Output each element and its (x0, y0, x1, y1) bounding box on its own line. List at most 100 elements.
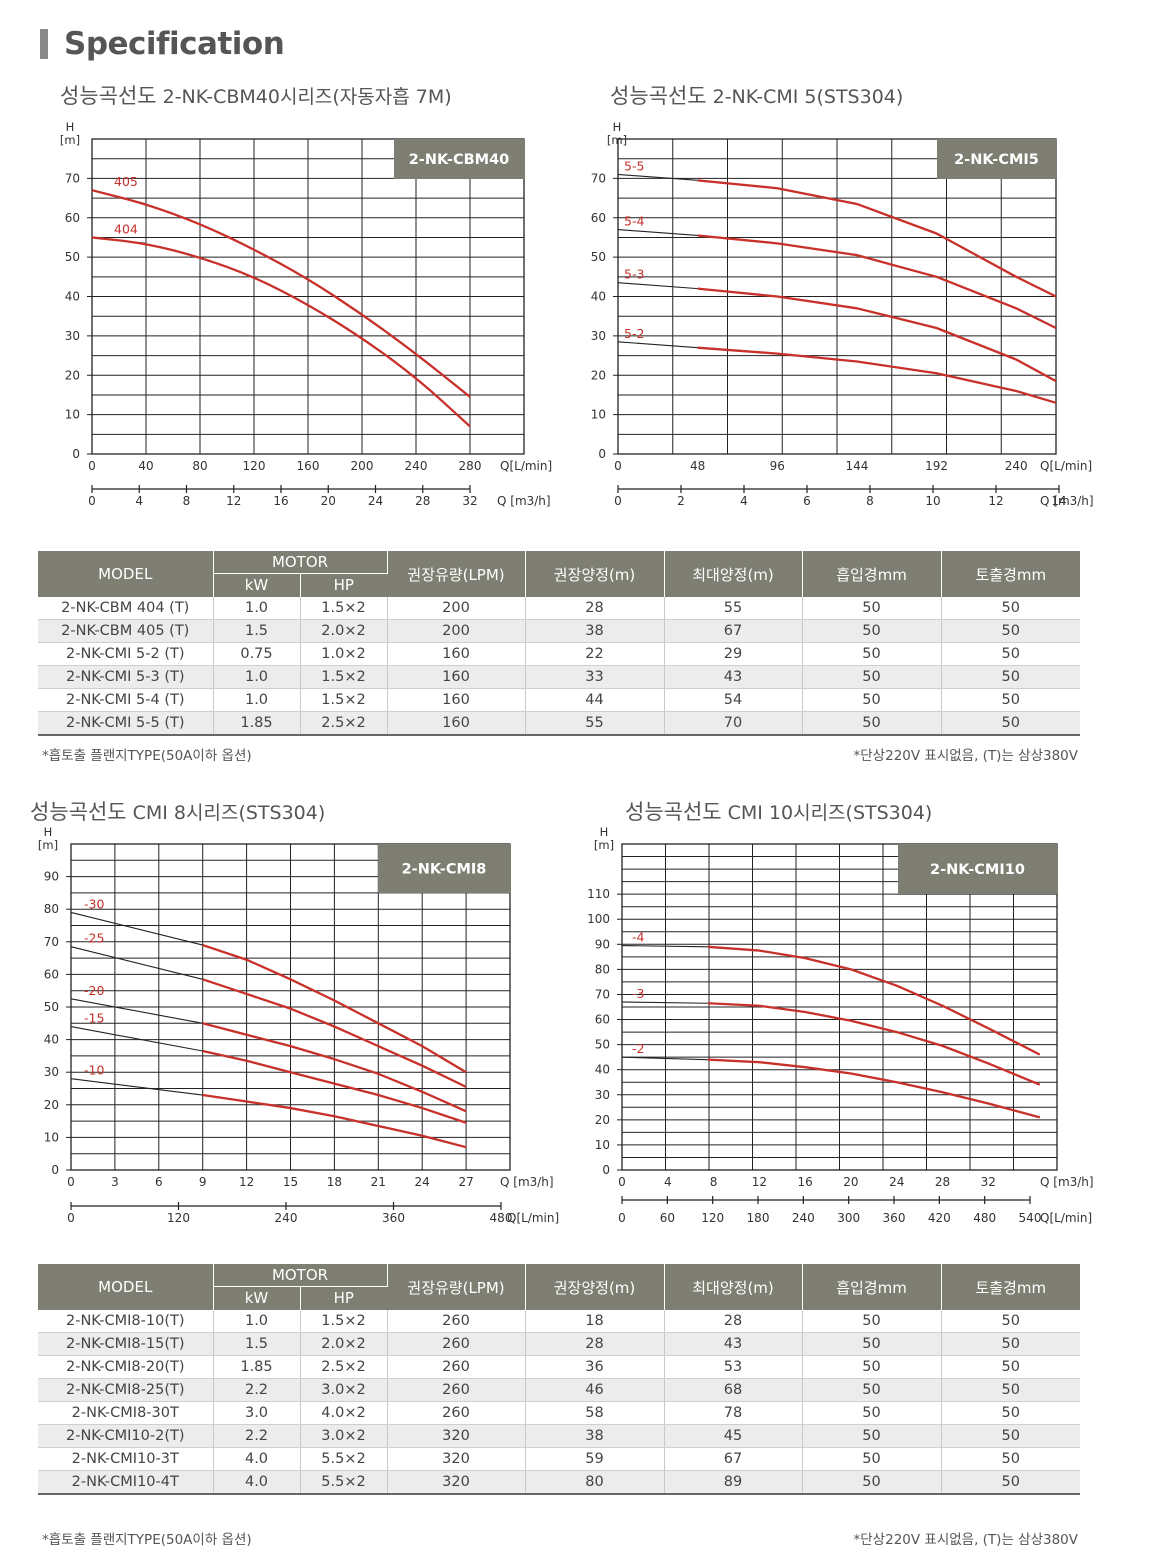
y-tick-label: 90 (44, 870, 59, 884)
x-tick-label: 160 (297, 459, 320, 473)
x2-tick-label: 360 (382, 1211, 405, 1225)
value-cell: 28 (525, 597, 665, 620)
value-cell: 260 (387, 1332, 526, 1356)
col-motor: MOTOR (213, 551, 388, 573)
value-cell: 0.75 (213, 642, 301, 666)
x2-tick-label: 12 (988, 494, 1003, 508)
series-line (697, 234, 1057, 330)
value-cell: 80 (525, 1470, 665, 1495)
value-cell: 1.0×2 (300, 642, 388, 666)
series-label: -3 (632, 986, 644, 1001)
value-cell: 260 (387, 1310, 526, 1333)
value-cell: 320 (387, 1447, 526, 1471)
model-cell: 2-NK-CMI10-3T (38, 1447, 214, 1471)
x2-tick-label: 24 (368, 494, 383, 508)
y-tick-label: 70 (65, 171, 80, 185)
series-line (202, 978, 467, 1088)
x-tick-label: 192 (925, 459, 948, 473)
x2-tick-label: 540 (1019, 1211, 1042, 1225)
value-cell: 33 (525, 665, 665, 689)
value-cell: 1.0 (213, 597, 301, 620)
x-tick-label: 12 (752, 1175, 767, 1189)
value-cell: 50 (802, 1378, 942, 1402)
col-motor: MOTOR (213, 1264, 388, 1286)
series-line (707, 1058, 1041, 1119)
table-row: 2-NK-CMI 5-5 (T) 1.85 2.5×2 160 55 70 50 50 (38, 711, 1081, 736)
value-cell: 4.0 (213, 1447, 301, 1471)
y-tick-label: 80 (595, 962, 610, 976)
value-cell: 1.0 (213, 688, 301, 712)
value-cell: 160 (387, 711, 526, 736)
x2-tick-label: 14 (1051, 494, 1066, 508)
value-cell: 1.85 (213, 711, 301, 736)
col-discharge: 토출경mm (941, 1264, 1081, 1310)
col-hp: HP (300, 572, 388, 597)
x2-tick-label: 120 (167, 1211, 190, 1225)
y-tick-label: 30 (65, 329, 80, 343)
value-cell: 1.5×2 (300, 688, 388, 712)
y-axis-label: H (66, 120, 75, 134)
value-cell: 50 (802, 1355, 942, 1379)
value-cell: 50 (941, 597, 1081, 620)
x-axis-label: Q [m3/h] (1040, 1175, 1094, 1189)
table-row: 2-NK-CMI8-10(T) 1.0 1.5×2 260 18 28 50 50 (38, 1310, 1081, 1333)
x-tick-label: 240 (1005, 459, 1028, 473)
col-flow: 권장유량(LPM) (387, 1264, 526, 1310)
value-cell: 1.5×2 (300, 597, 388, 620)
model-cell: 2-NK-CBM 404 (T) (38, 597, 214, 620)
series-line (202, 1049, 467, 1124)
x2-tick-label: 240 (275, 1211, 298, 1225)
y-tick-label: 30 (595, 1088, 610, 1102)
value-cell: 50 (802, 688, 942, 712)
value-cell: 3.0×2 (300, 1378, 388, 1402)
series-label: -10 (84, 1063, 104, 1078)
x-tick-label: 144 (845, 459, 868, 473)
series-label: 405 (114, 174, 138, 189)
value-cell: 1.5 (213, 619, 301, 643)
table1-note-left: *흡토출 플랜지TYPE(50A이하 옵션) (42, 748, 252, 764)
y-tick-label: 50 (44, 1000, 59, 1014)
table1-note-right: *단상220V 표시없음, (T)는 삼상380V (853, 748, 1078, 764)
value-cell: 50 (941, 642, 1081, 666)
x-tick-label: 280 (459, 459, 482, 473)
y-tick-label: 0 (602, 1163, 610, 1177)
series-label: 5-4 (624, 214, 644, 229)
x-tick-label: 0 (618, 1175, 626, 1189)
value-cell: 50 (802, 642, 942, 666)
x-tick-label: 0 (67, 1175, 75, 1189)
y-axis-unit: [m] (38, 838, 58, 852)
value-cell: 89 (664, 1470, 803, 1495)
value-cell: 38 (525, 1424, 665, 1448)
x-tick-label: 20 (843, 1175, 858, 1189)
y-tick-label: 70 (591, 171, 606, 185)
value-cell: 50 (941, 665, 1081, 689)
model-badge (394, 139, 525, 179)
chart4-title: 성능곡선도 CMI 10시리즈(STS304) (625, 800, 933, 824)
x-tick-label: 24 (415, 1175, 430, 1189)
value-cell: 320 (387, 1424, 526, 1448)
series-line-start (617, 229, 698, 237)
x2-axis-label: Q[L/min] (507, 1211, 559, 1225)
value-cell: 260 (387, 1355, 526, 1379)
x2-tick-label: 0 (67, 1211, 75, 1225)
model-cell: 2-NK-CMI10-2(T) (38, 1424, 214, 1448)
value-cell: 4.0×2 (300, 1401, 388, 1425)
x2-tick-label: 300 (837, 1211, 860, 1225)
x2-tick-label: 16 (273, 494, 288, 508)
series-line-start (70, 946, 203, 980)
y-axis-unit: [m] (607, 133, 627, 147)
table2-note-left: *흡토출 플랜지TYPE(50A이하 옵션) (42, 1532, 252, 1548)
x-tick-label: 96 (770, 459, 785, 473)
y-tick-label: 60 (591, 211, 606, 225)
model-cell: 2-NK-CMI10-4T (38, 1470, 214, 1495)
y-axis-unit: [m] (594, 838, 614, 852)
y-tick-label: 0 (51, 1163, 59, 1177)
value-cell: 46 (525, 1378, 665, 1402)
value-cell: 260 (387, 1401, 526, 1425)
col-discharge: 토출경mm (941, 551, 1081, 597)
x-tick-label: 48 (690, 459, 705, 473)
y-axis-label: H (613, 120, 622, 134)
x-tick-label: 240 (405, 459, 428, 473)
value-cell: 43 (664, 1332, 803, 1356)
